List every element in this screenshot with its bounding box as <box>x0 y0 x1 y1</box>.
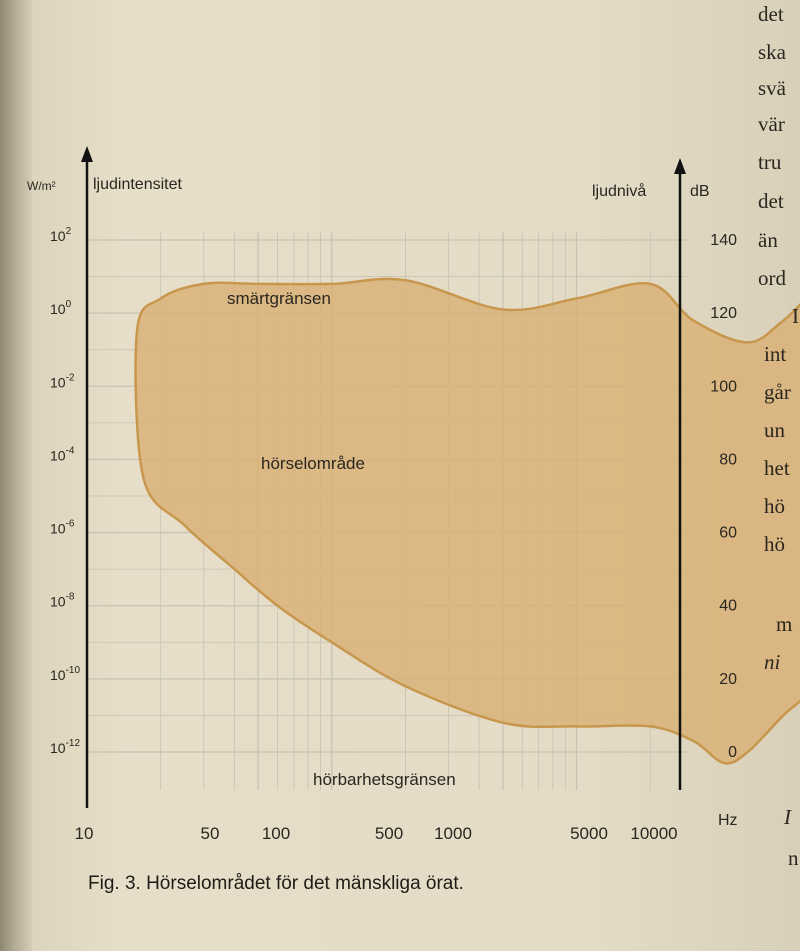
x-axis-tick-label: 1000 <box>434 824 472 843</box>
right-axis-label: ljudnivå <box>592 182 646 200</box>
left-axis-tick-label: 10-8 <box>50 592 75 610</box>
left-axis-unit: W/m² <box>27 179 56 193</box>
x-axis-unit: Hz <box>718 812 738 829</box>
side-text-line: svä <box>758 76 786 100</box>
right-axis-tick-label: 100 <box>710 378 737 395</box>
side-text-line: tru <box>758 150 782 174</box>
side-text-line: m <box>776 612 793 636</box>
right-axis-tick-label: 0 <box>728 744 737 761</box>
x-axis-tick-label: 500 <box>375 824 403 843</box>
x-axis-tick-label: 100 <box>262 824 290 843</box>
side-text-line: I <box>784 805 791 829</box>
right-axis-tick-label: 20 <box>719 671 737 688</box>
left-axis-tick-label: 10-10 <box>50 665 80 683</box>
right-axis-arrow-icon <box>674 158 686 174</box>
x-axis-tick-label: 50 <box>201 824 220 843</box>
hearing-threshold-label: hörbarhetsgränsen <box>313 770 456 789</box>
right-axis-tick-label: 80 <box>719 451 737 468</box>
book-spine-shadow <box>0 0 32 951</box>
left-axis-tick-label: 102 <box>50 226 72 244</box>
right-axis-tick-label: 120 <box>710 305 737 322</box>
figure-caption: Fig. 3. Hörselområdet för det mänskliga … <box>88 873 464 894</box>
side-text-line: I <box>792 304 799 328</box>
side-text-line: hö <box>764 532 785 556</box>
side-text-line: hö <box>764 494 785 518</box>
side-text-line: ni <box>764 650 781 674</box>
left-axis-tick-label: 10-2 <box>50 372 75 390</box>
x-axis-tick-label: 5000 <box>570 824 608 843</box>
side-text-line: un <box>764 418 785 442</box>
left-axis-tick-label: 10-4 <box>50 445 75 463</box>
left-axis-arrow-icon <box>81 146 93 162</box>
side-text-line: het <box>764 456 790 480</box>
right-axis-tick-label: 140 <box>710 232 737 249</box>
side-text-line: vär <box>758 112 785 136</box>
left-axis-tick-label: 10-12 <box>50 738 80 756</box>
side-text-line: n <box>788 846 799 870</box>
side-text-line: det <box>758 189 784 213</box>
side-text-line: än <box>758 228 778 252</box>
side-text-line: ord <box>758 266 786 290</box>
side-text-line: ska <box>758 40 786 64</box>
right-axis-tick-label: 60 <box>719 525 737 542</box>
adjacent-page-text: det ska svä vär tru det än ord I int går… <box>758 0 800 951</box>
side-text-line: det <box>758 2 784 26</box>
x-axis-tick-label: 10 <box>75 824 94 843</box>
left-axis-tick-label: 10-6 <box>50 519 75 537</box>
x-axis-tick-label: 10000 <box>630 824 677 843</box>
left-axis-tick-label: 100 <box>50 299 72 317</box>
pain-threshold-label: smärtgränsen <box>227 289 331 308</box>
hearing-area-region <box>134 277 800 765</box>
side-text-line: int <box>764 342 787 366</box>
right-axis-unit: dB <box>690 183 710 200</box>
left-axis-label: ljudintensitet <box>93 176 183 193</box>
right-axis-tick-label: 40 <box>719 598 737 615</box>
hearing-area-label: hörselområde <box>261 454 365 473</box>
side-text-line: går <box>764 380 791 404</box>
